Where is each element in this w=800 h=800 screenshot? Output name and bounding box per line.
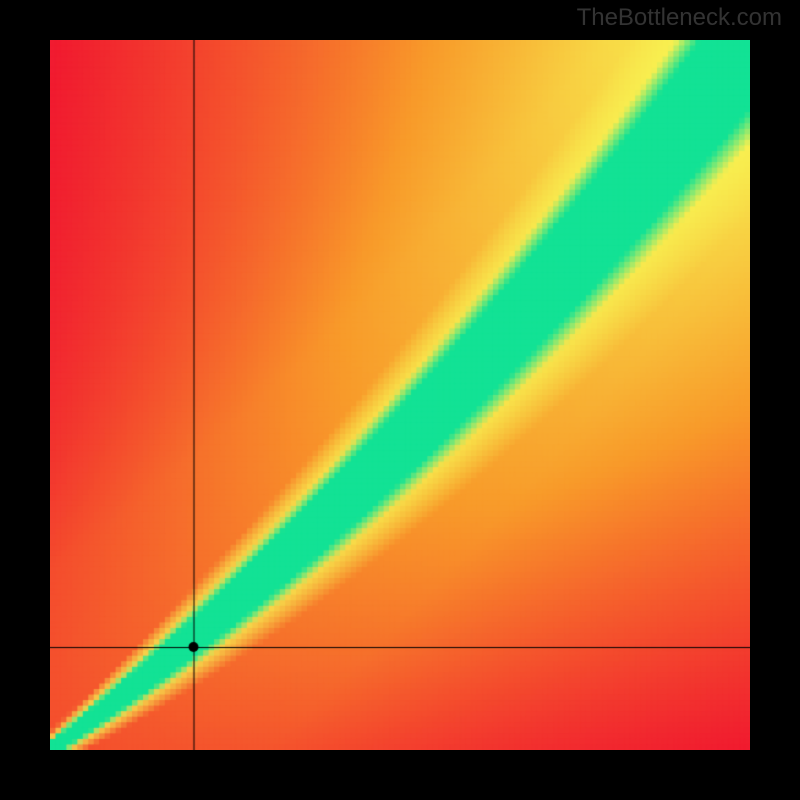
watermark-text: TheBottleneck.com <box>577 4 782 32</box>
chart-container: { "watermark": { "text": "TheBottleneck.… <box>0 0 800 800</box>
bottleneck-heatmap <box>50 40 750 750</box>
